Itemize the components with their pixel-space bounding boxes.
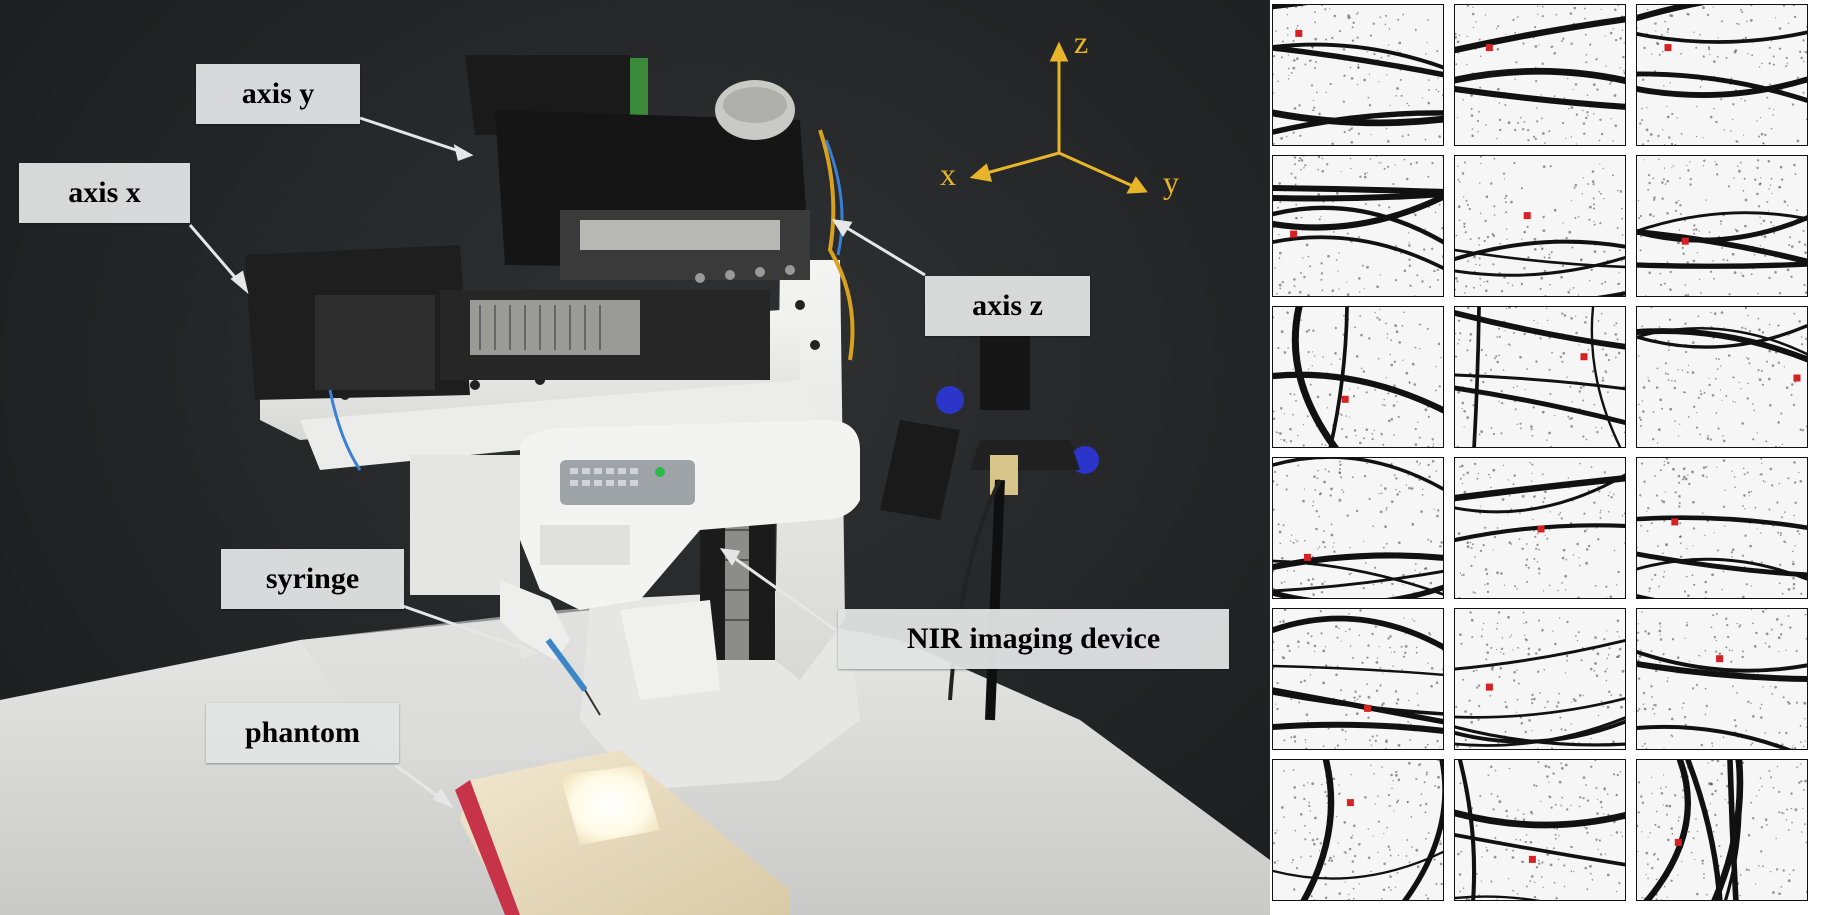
target-marker (1681, 237, 1689, 245)
vein-pattern (1455, 461, 1625, 598)
label-phantom: phantom (206, 703, 399, 763)
target-marker (1485, 44, 1493, 52)
vein-image-tile (1454, 608, 1626, 750)
syringe-holder (500, 580, 570, 660)
vein-pattern (1273, 760, 1443, 900)
label-leader-lines (188, 116, 926, 809)
vein-image-tile (1272, 759, 1444, 901)
vein-image-tile (1636, 155, 1808, 297)
axis-letter-z: z (1074, 24, 1089, 60)
target-marker (1674, 838, 1682, 846)
syringe-needle-hub (545, 638, 588, 692)
target-marker (1341, 395, 1349, 403)
target-marker (1537, 525, 1545, 533)
vein-image-tile (1454, 759, 1626, 901)
target-marker (1671, 518, 1679, 526)
target-marker (1716, 655, 1724, 663)
nir-device-display (560, 460, 695, 505)
vein-image-tile (1272, 155, 1444, 297)
vein-image-tile (1272, 608, 1444, 750)
vein-image-grid (1272, 4, 1820, 913)
vein-pattern (1273, 5, 1443, 145)
label-axis-z: axis z (925, 276, 1090, 336)
vein-pattern (1273, 458, 1443, 598)
vein-pattern (1637, 760, 1807, 900)
vein-image-tile (1636, 457, 1808, 599)
target-marker (1295, 29, 1303, 37)
target-marker (1793, 374, 1801, 382)
vein-pattern (1273, 156, 1443, 296)
vein-pattern (1455, 760, 1625, 900)
vein-image-tile (1272, 457, 1444, 599)
vein-image-tile (1636, 4, 1808, 146)
target-marker (1528, 855, 1536, 863)
target-marker (1580, 353, 1588, 361)
robot-photo: axis y axis x axis z syringe NIR imaging… (0, 0, 1270, 915)
label-nir-imaging-device: NIR imaging device (838, 609, 1229, 669)
vein-image-tile (1636, 608, 1808, 750)
vein-pattern (1637, 5, 1807, 145)
target-marker (1303, 553, 1311, 561)
vein-image-tile (1636, 759, 1808, 901)
vein-image-tile (1272, 4, 1444, 146)
label-axis-y: axis y (196, 64, 360, 124)
vein-pattern (1455, 5, 1625, 145)
vein-pattern (1637, 609, 1807, 749)
coordinate-frame-arrows (969, 41, 1148, 194)
vein-pattern (1455, 611, 1625, 749)
vein-pattern (1455, 307, 1625, 447)
axis-letter-y: y (1163, 164, 1179, 200)
label-syringe: syringe (221, 549, 404, 609)
label-axis-x: axis x (19, 163, 190, 223)
target-marker (1664, 44, 1672, 52)
axis-letter-x: x (940, 156, 956, 192)
robot-scene-illustration (0, 41, 1270, 915)
vein-image-tile (1272, 306, 1444, 448)
target-marker (1290, 230, 1298, 238)
vein-pattern (1455, 156, 1625, 296)
vein-image-tile (1636, 306, 1808, 448)
vein-image-tile (1454, 4, 1626, 146)
target-marker (1364, 704, 1372, 712)
phantom-illuminated-area (560, 765, 660, 845)
vein-pattern (1273, 609, 1443, 749)
target-marker (1346, 799, 1354, 807)
vein-pattern (1637, 158, 1807, 296)
vein-pattern (1273, 307, 1443, 447)
vein-pattern (1637, 458, 1807, 598)
vein-image-tile (1454, 306, 1626, 448)
vein-image-tile (1454, 457, 1626, 599)
vein-pattern (1637, 307, 1807, 447)
syringe-needle (584, 689, 601, 716)
target-marker (1485, 683, 1493, 691)
vein-image-tile (1454, 155, 1626, 297)
target-marker (1523, 212, 1531, 220)
